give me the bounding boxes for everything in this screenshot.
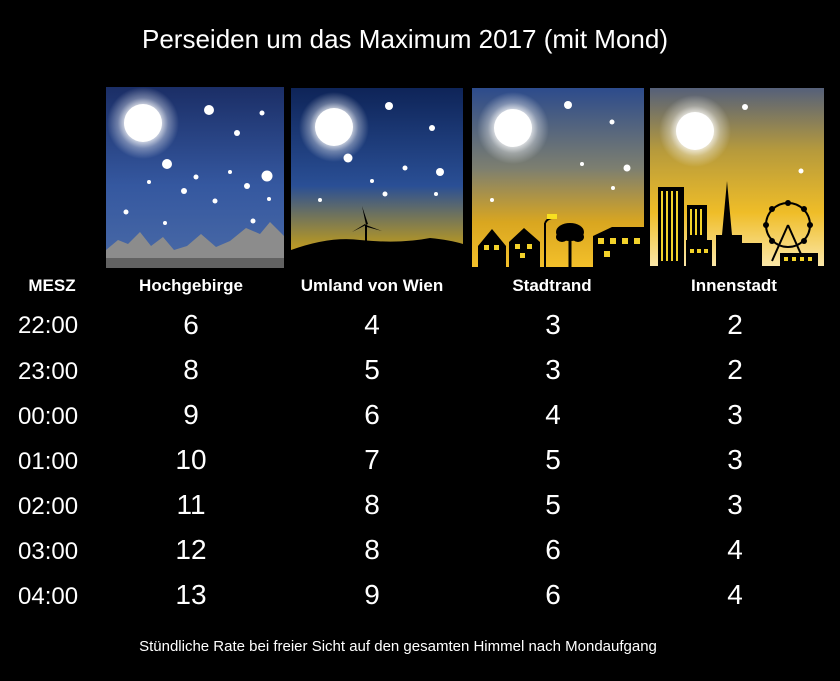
footer-note: Stündliche Rate bei freier Sicht auf den… xyxy=(139,638,657,655)
header-hochgebirge: Hochgebirge xyxy=(139,276,243,295)
panel-hochgebirge xyxy=(106,87,284,268)
header-mesz: MESZ xyxy=(28,276,76,295)
rate-cell: 9 xyxy=(183,399,199,430)
time-cell: 04:00 xyxy=(18,583,79,610)
rate-cell: 4 xyxy=(727,534,743,565)
time-cell: 00:00 xyxy=(18,403,79,430)
rate-cell: 12 xyxy=(175,534,207,565)
panel-stadtrand xyxy=(472,88,660,267)
header-umland: Umland von Wien xyxy=(300,276,444,295)
rate-cell: 11 xyxy=(176,489,206,520)
rate-cell: 3 xyxy=(727,489,743,520)
time-cell: 02:00 xyxy=(18,493,79,520)
rate-cell: 6 xyxy=(183,309,199,340)
rate-cell: 4 xyxy=(727,579,743,610)
rate-cell: 3 xyxy=(727,444,743,475)
mountain-icon xyxy=(106,222,284,268)
rate-cell: 3 xyxy=(545,354,561,385)
rate-cell: 8 xyxy=(364,489,380,520)
rate-cell: 4 xyxy=(545,399,561,430)
rate-cell: 6 xyxy=(545,579,561,610)
rate-cell: 9 xyxy=(364,579,380,610)
panel-umland xyxy=(291,88,463,266)
header-innenstadt: Innenstadt xyxy=(691,276,777,295)
time-cell: 22:00 xyxy=(18,312,79,339)
rate-cell: 6 xyxy=(545,534,561,565)
tower-icon xyxy=(716,181,742,267)
rate-cell: 4 xyxy=(364,309,380,340)
rate-cell: 13 xyxy=(175,579,207,610)
rate-cell: 3 xyxy=(545,309,561,340)
time-cell: 23:00 xyxy=(18,358,79,385)
rate-cell: 8 xyxy=(183,354,199,385)
page-title: Perseiden um das Maximum 2017 (mit Mond) xyxy=(142,24,668,54)
rate-cell: 2 xyxy=(727,354,743,385)
time-cell: 03:00 xyxy=(18,538,79,565)
star-icon xyxy=(318,102,444,202)
rate-cell: 3 xyxy=(727,399,743,430)
time-cell: 01:00 xyxy=(18,448,79,475)
rate-cell: 5 xyxy=(545,489,561,520)
star-icon xyxy=(742,104,804,174)
rate-cell: 6 xyxy=(364,399,380,430)
star-icon xyxy=(490,101,631,202)
header-stadtrand: Stadtrand xyxy=(512,276,592,295)
rate-cell: 8 xyxy=(364,534,380,565)
wind-turbine-icon xyxy=(352,206,382,243)
rate-cell: 2 xyxy=(727,309,743,340)
tree-icon xyxy=(556,223,584,267)
rate-cell: 5 xyxy=(364,354,380,385)
rate-cell: 7 xyxy=(364,444,380,475)
star-icon xyxy=(123,105,273,225)
street-lamp-icon xyxy=(544,214,557,267)
rate-cell: 5 xyxy=(545,444,561,475)
panel-innenstadt xyxy=(650,88,824,267)
rate-cell: 10 xyxy=(175,444,207,475)
